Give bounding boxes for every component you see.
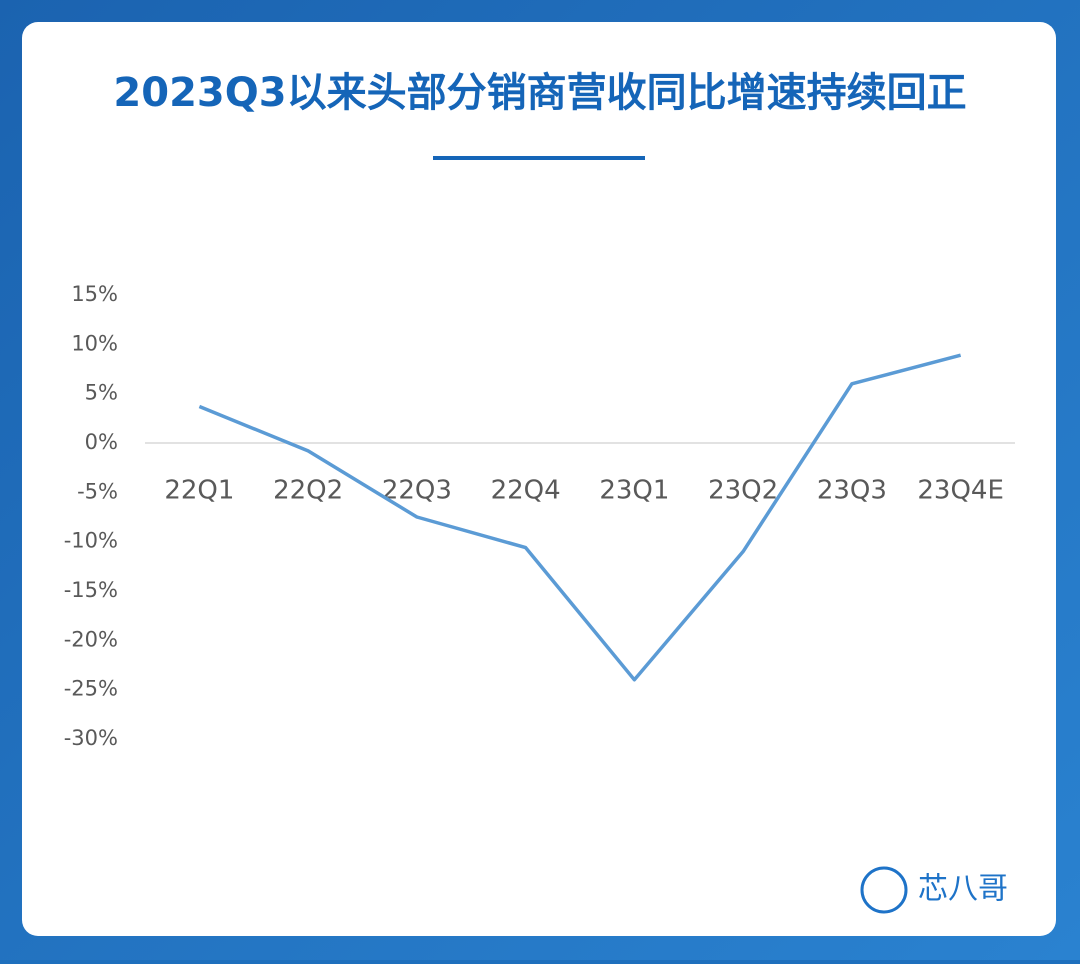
brand-name: 芯八哥 bbox=[918, 872, 1008, 907]
x-tick-label: 23Q1 bbox=[599, 476, 669, 506]
x-tick-label: 22Q4 bbox=[491, 476, 561, 506]
x-tick-label: 23Q4E bbox=[917, 476, 1004, 506]
y-tick-label: -20% bbox=[64, 627, 118, 651]
x-tick-label: 23Q2 bbox=[708, 476, 778, 506]
y-tick-label: -15% bbox=[64, 578, 118, 602]
x-tick-label: 22Q3 bbox=[382, 476, 452, 506]
y-tick-label: 10% bbox=[71, 331, 118, 355]
y-tick-label: -30% bbox=[64, 726, 118, 750]
y-tick-label: -25% bbox=[64, 677, 118, 701]
y-tick-label: 15% bbox=[71, 282, 118, 306]
data-line bbox=[198, 353, 962, 682]
y-tick-label: -5% bbox=[77, 479, 118, 503]
y-tick-label: 0% bbox=[85, 430, 118, 454]
brand-logo bbox=[860, 866, 908, 914]
y-tick-label: 5% bbox=[85, 381, 118, 405]
y-tick-label: -10% bbox=[64, 529, 118, 553]
x-tick-label: 23Q3 bbox=[817, 476, 887, 506]
card bbox=[22, 22, 1056, 936]
x-tick-label: 22Q1 bbox=[164, 476, 234, 506]
x-tick-label: 22Q2 bbox=[273, 476, 343, 506]
title-underline bbox=[433, 156, 645, 160]
chart-title: 2023Q3以来头部分销商营收同比增速持续回正 bbox=[113, 70, 966, 116]
